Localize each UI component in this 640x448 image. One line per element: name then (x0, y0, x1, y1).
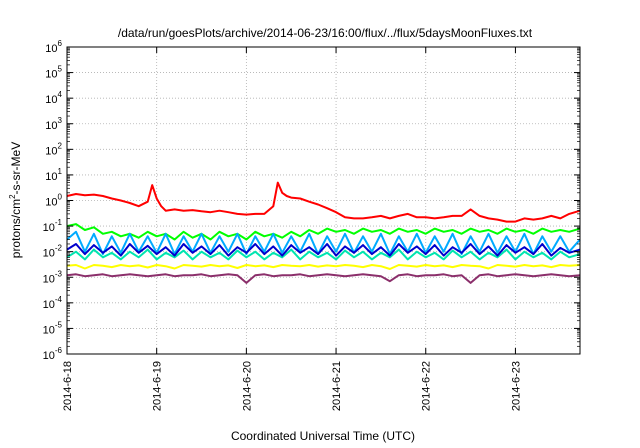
y-tick-label: 105 (45, 65, 62, 81)
x-tick-label: 2014-6-18 (62, 361, 74, 411)
y-tick-label: 10-1 (43, 218, 63, 234)
y-axis-label-superscript: 2 (8, 194, 17, 199)
x-tick-label: 2014-6-21 (331, 361, 343, 411)
y-axis-label-part-2: -s-sr-MeV (9, 142, 23, 195)
series-group (66, 181, 581, 284)
x-axis: 2014-6-18 2014-6-19 2014-6-20 2014-6-21 2014… (62, 47, 522, 411)
chart-title: /data/run/goesPlots/archive/2014-06-23/1… (118, 26, 533, 40)
series-line-2 (66, 223, 581, 241)
y-tick-label: 100 (45, 193, 62, 209)
x-tick-label: 2014-6-22 (421, 361, 433, 411)
y-axis-label-part-1: protons/cm (9, 199, 23, 258)
x-tick-label: 2014-6-23 (510, 361, 522, 411)
series-line-6 (66, 264, 581, 270)
x-tick-label: 2014-6-19 (152, 361, 164, 411)
y-tick-label: 10-6 (43, 346, 63, 362)
y-axis-label: protons/cm2-s-sr-MeV (8, 142, 23, 258)
y-tick-label: 10-2 (43, 244, 63, 260)
series-line-7 (66, 273, 581, 284)
series-line-5 (66, 243, 581, 257)
series-line-3 (66, 230, 581, 256)
series-line-1 (66, 181, 581, 223)
y-tick-label: 104 (45, 90, 62, 106)
y-tick-label: 10-5 (43, 320, 63, 336)
y-tick-label: 103 (45, 116, 62, 132)
x-tick-label: 2014-6-20 (241, 361, 253, 411)
x-axis-label: Coordinated Universal Time (UTC) (231, 429, 415, 443)
grid (67, 47, 580, 354)
y-tick-label: 106 (45, 39, 62, 55)
series-line-4 (66, 248, 581, 261)
y-tick-label: 10-3 (43, 269, 63, 285)
y-axis: 10-6 10-5 10-4 10-3 10-2 10-1 100 101 102 103 104 1… (43, 39, 580, 362)
y-tick-label: 102 (45, 141, 62, 157)
y-tick-label: 101 (45, 167, 62, 183)
y-tick-label: 10-4 (43, 295, 63, 311)
